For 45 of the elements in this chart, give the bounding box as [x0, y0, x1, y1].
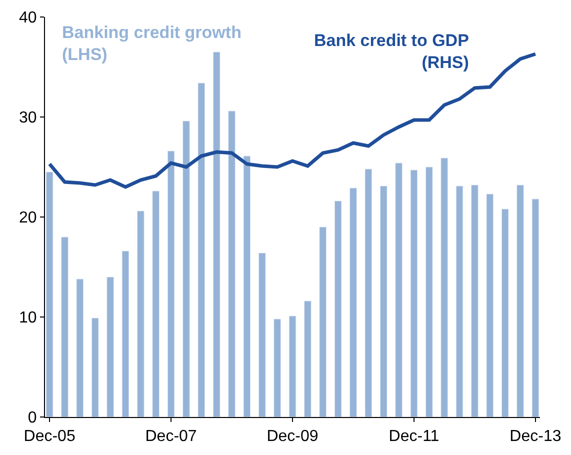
bar	[167, 150, 175, 417]
bar	[288, 316, 296, 417]
bar	[76, 278, 84, 417]
bar	[61, 236, 68, 417]
x-tick-label: Dec-13	[510, 428, 562, 446]
y-tick-label: 20	[19, 210, 37, 227]
bar	[212, 52, 220, 417]
bar	[258, 252, 266, 417]
bar	[380, 186, 388, 417]
bar	[122, 250, 130, 417]
bar	[182, 120, 190, 417]
bar	[350, 188, 357, 417]
x-tick-label: Dec-05	[24, 428, 76, 446]
x-tick-label: Dec-07	[145, 428, 197, 446]
x-tick-label: Dec-11	[388, 428, 440, 446]
bar	[198, 82, 206, 417]
bar	[228, 110, 236, 417]
bar	[152, 190, 160, 417]
bar	[425, 166, 433, 417]
bar	[91, 318, 99, 417]
bar	[516, 184, 524, 417]
y-tick-label: 40	[19, 10, 37, 27]
bar	[136, 210, 144, 417]
bar	[532, 198, 540, 417]
bar	[304, 300, 312, 417]
bar	[486, 194, 494, 417]
bar	[274, 318, 281, 417]
series-label: Bank credit to GDP (RHS)	[314, 31, 469, 72]
bar	[456, 186, 464, 417]
bar	[364, 168, 372, 417]
bar	[395, 162, 402, 417]
x-tick-label: Dec-09	[266, 428, 318, 446]
bar	[46, 172, 54, 417]
series-label: Banking credit growth (LHS)	[62, 23, 242, 64]
bar	[243, 156, 251, 417]
bar	[319, 226, 327, 417]
y-tick-label: 10	[19, 310, 37, 327]
bar	[334, 200, 342, 417]
bar	[106, 276, 114, 417]
y-tick-label: 30	[19, 110, 37, 127]
bar	[440, 158, 448, 417]
y-tick-label: 0	[28, 410, 37, 427]
bar	[410, 170, 418, 417]
bar	[471, 184, 478, 417]
bar	[501, 208, 509, 417]
